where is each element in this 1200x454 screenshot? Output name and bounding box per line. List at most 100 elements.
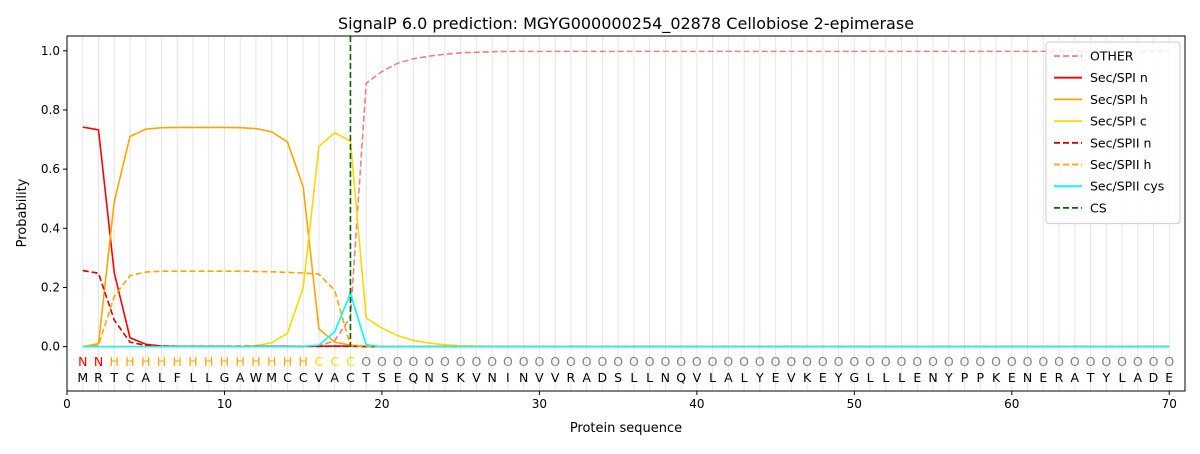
region-label: O bbox=[409, 354, 419, 369]
legend-label: Sec/SPII h bbox=[1090, 157, 1151, 172]
residue-label: R bbox=[1055, 370, 1064, 385]
region-label: H bbox=[157, 354, 166, 369]
legend-label: CS bbox=[1090, 200, 1107, 215]
residue-label: L bbox=[882, 370, 889, 385]
residue-label: N bbox=[661, 370, 670, 385]
residue-label: E bbox=[394, 370, 402, 385]
region-label: O bbox=[645, 354, 655, 369]
region-label: O bbox=[739, 354, 749, 369]
residue-label: K bbox=[457, 370, 466, 385]
residue-label: V bbox=[472, 370, 481, 385]
residue-label: E bbox=[772, 370, 780, 385]
region-label: H bbox=[141, 354, 150, 369]
residue-label: R bbox=[94, 370, 103, 385]
region-label: O bbox=[456, 354, 466, 369]
region-label: O bbox=[582, 354, 592, 369]
region-label: H bbox=[125, 354, 134, 369]
residue-label: E bbox=[913, 370, 921, 385]
region-label: O bbox=[1101, 354, 1111, 369]
region-label: O bbox=[818, 354, 828, 369]
residue-label: M bbox=[266, 370, 277, 385]
region-label: O bbox=[786, 354, 796, 369]
region-label: O bbox=[991, 354, 1001, 369]
residue-label: K bbox=[803, 370, 812, 385]
region-label: O bbox=[1149, 354, 1159, 369]
region-label: H bbox=[110, 354, 119, 369]
x-tick-label: 10 bbox=[217, 397, 232, 411]
region-label: H bbox=[298, 354, 307, 369]
residue-label: A bbox=[330, 370, 339, 385]
region-label: O bbox=[897, 354, 907, 369]
residue-label: V bbox=[535, 370, 544, 385]
region-label: O bbox=[1133, 354, 1143, 369]
region-label: H bbox=[220, 354, 229, 369]
residue-label: L bbox=[867, 370, 874, 385]
grid-lines bbox=[82, 36, 1170, 391]
region-label: O bbox=[1070, 354, 1080, 369]
axes: 0 10 20 30 40 50 60 70 0.0 0.2 0.4 0.6 0.8 1.0 bbox=[41, 44, 1177, 411]
region-label: O bbox=[503, 354, 513, 369]
region-label: H bbox=[236, 354, 245, 369]
y-tick-label: 0.0 bbox=[41, 340, 60, 354]
region-label: O bbox=[975, 354, 985, 369]
region-label: O bbox=[771, 354, 781, 369]
y-axis-label: Probability bbox=[15, 178, 30, 247]
residue-label: Q bbox=[676, 370, 686, 385]
residue-label: N bbox=[519, 370, 528, 385]
residue-label: A bbox=[1133, 370, 1142, 385]
region-label: O bbox=[597, 354, 607, 369]
residue-label: A bbox=[724, 370, 733, 385]
residue-label: L bbox=[1119, 370, 1126, 385]
residue-label: Y bbox=[755, 370, 764, 385]
region-label: O bbox=[960, 354, 970, 369]
residue-label: Y bbox=[944, 370, 953, 385]
region-label: O bbox=[723, 354, 733, 369]
residue-label: N bbox=[424, 370, 433, 385]
legend: OTHER Sec/SPI n Sec/SPI h Sec/SPI c Sec/SPII… bbox=[1045, 41, 1181, 225]
residue-label: N bbox=[1023, 370, 1032, 385]
region-label: O bbox=[676, 354, 686, 369]
region-label: O bbox=[471, 354, 481, 369]
legend-label: Sec/SPI n bbox=[1090, 70, 1148, 85]
region-label: O bbox=[708, 354, 718, 369]
residue-label: L bbox=[205, 370, 212, 385]
residue-label: C bbox=[299, 370, 308, 385]
region-label: H bbox=[267, 354, 276, 369]
region-label: O bbox=[865, 354, 875, 369]
residue-label: Q bbox=[409, 370, 419, 385]
y-tick-label: 0.2 bbox=[41, 280, 60, 294]
region-label: O bbox=[1007, 354, 1017, 369]
residue-label: S bbox=[441, 370, 449, 385]
legend-box bbox=[1045, 41, 1181, 225]
region-label: H bbox=[251, 354, 260, 369]
region-label: O bbox=[424, 354, 434, 369]
residue-label: A bbox=[236, 370, 245, 385]
region-label: O bbox=[802, 354, 812, 369]
region-label: H bbox=[188, 354, 197, 369]
series-lines bbox=[82, 50, 1170, 348]
residue-label: E bbox=[1008, 370, 1016, 385]
y-tick-label: 1.0 bbox=[41, 44, 60, 58]
x-tick-label: 60 bbox=[1004, 397, 1019, 411]
region-label: O bbox=[519, 354, 529, 369]
region-label: H bbox=[204, 354, 213, 369]
region-label: O bbox=[1117, 354, 1127, 369]
residue-label: F bbox=[174, 370, 181, 385]
residue-label: D bbox=[1149, 370, 1159, 385]
region-label: O bbox=[1023, 354, 1033, 369]
residue-label: Y bbox=[834, 370, 843, 385]
residue-label: A bbox=[1070, 370, 1079, 385]
chart-title: SignalP 6.0 prediction: MGYG000000254_02… bbox=[338, 14, 914, 34]
residue-label: V bbox=[315, 370, 324, 385]
residue-label: Y bbox=[1101, 370, 1110, 385]
region-label: O bbox=[660, 354, 670, 369]
legend-label: OTHER bbox=[1090, 49, 1134, 64]
residue-label: N bbox=[928, 370, 937, 385]
legend-label: Sec/SPI c bbox=[1090, 114, 1147, 129]
region-label: C bbox=[315, 354, 324, 369]
residue-label: C bbox=[346, 370, 355, 385]
residue-label: C bbox=[126, 370, 135, 385]
region-label: O bbox=[1086, 354, 1096, 369]
